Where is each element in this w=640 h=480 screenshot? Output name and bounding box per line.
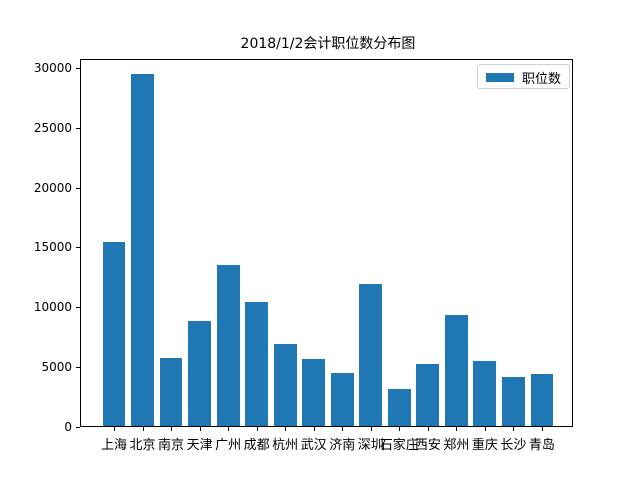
y-tick-label: 0 <box>64 420 72 434</box>
x-tick-mark <box>541 427 543 431</box>
x-tick-label: 武汉 <box>300 438 327 453</box>
x-tick-mark <box>399 427 401 431</box>
x-tick-label: 石家庄 <box>379 438 419 453</box>
x-tick-label: 重庆 <box>471 438 498 453</box>
x-tick-mark <box>313 427 315 431</box>
x-tick-mark <box>285 427 287 431</box>
y-tick-label: 5000 <box>41 360 72 375</box>
bar <box>387 389 411 426</box>
legend-swatch <box>486 73 514 82</box>
x-tick-mark <box>456 427 458 431</box>
bar <box>131 74 154 426</box>
x-tick-label: 广州 <box>215 438 242 453</box>
bar <box>273 344 297 426</box>
y-tick-label: 30000 <box>33 60 72 75</box>
bar <box>188 321 211 426</box>
x-tick-mark <box>142 427 144 431</box>
y-tick-mark <box>76 307 80 309</box>
x-tick-mark <box>370 427 372 431</box>
y-tick-label: 20000 <box>33 180 72 195</box>
x-tick-label: 郑州 <box>443 438 470 453</box>
x-tick-mark <box>427 427 429 431</box>
chart-title: 2018/1/2会计职位数分布图 <box>240 36 416 52</box>
bar <box>102 242 126 426</box>
x-tick-label: 深圳 <box>357 438 384 453</box>
y-tick-label: 10000 <box>33 300 72 315</box>
bar <box>444 315 468 426</box>
x-tick-label: 成都 <box>243 438 270 453</box>
y-tick-label: 15000 <box>33 240 72 255</box>
y-tick-mark <box>76 127 80 129</box>
x-tick-mark <box>513 427 515 431</box>
legend-label: 职位数 <box>522 72 562 87</box>
x-tick-label: 西安 <box>414 438 441 453</box>
x-tick-label: 杭州 <box>272 438 299 453</box>
x-tick-mark <box>228 427 230 431</box>
y-tick-mark <box>76 247 80 249</box>
x-tick-mark <box>171 427 173 431</box>
y-tick-label: 25000 <box>33 120 72 135</box>
legend: 职位数 <box>477 64 570 89</box>
x-tick-mark <box>199 427 201 431</box>
bar <box>302 358 326 426</box>
bar <box>416 364 440 426</box>
x-tick-mark <box>484 427 486 431</box>
y-tick-mark <box>76 67 80 69</box>
x-tick-label: 上海 <box>100 438 127 453</box>
x-tick-label: 长沙 <box>500 438 527 453</box>
plot-area <box>80 59 573 427</box>
x-tick-mark <box>256 427 258 431</box>
bar <box>330 372 354 426</box>
x-tick-label: 济南 <box>329 438 356 453</box>
y-tick-mark <box>76 427 80 428</box>
bar <box>530 374 554 426</box>
bar <box>473 361 497 426</box>
bar <box>216 265 240 426</box>
x-tick-mark <box>342 427 344 431</box>
x-tick-label: 北京 <box>129 438 156 453</box>
bar <box>502 377 525 426</box>
x-tick-label: 青岛 <box>528 438 555 453</box>
x-tick-mark <box>114 427 115 431</box>
bar <box>245 302 269 426</box>
x-tick-label: 南京 <box>158 438 185 453</box>
x-tick-label: 天津 <box>186 438 213 453</box>
bar <box>359 284 383 426</box>
y-tick-mark <box>76 187 80 189</box>
y-tick-mark <box>76 367 80 369</box>
bar <box>159 358 183 426</box>
